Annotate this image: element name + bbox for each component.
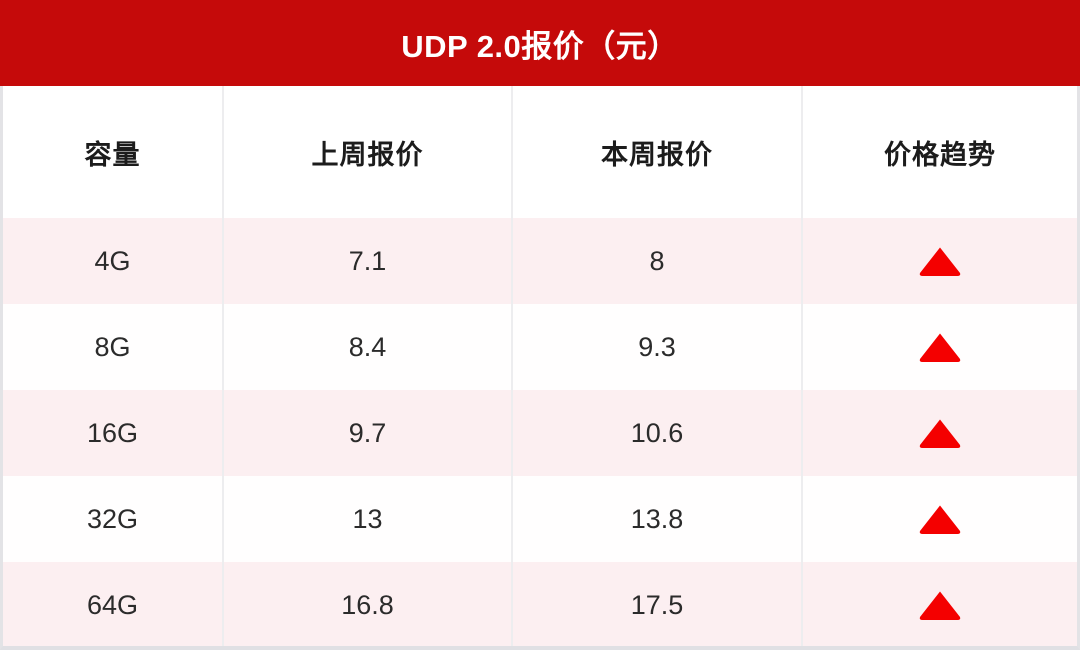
cell-this-week: 13.8 (512, 476, 803, 562)
capacity-value: 4G (94, 245, 131, 276)
cell-capacity: 32G (3, 476, 224, 562)
table-row: 64G 16.8 17.5 (3, 562, 1077, 646)
cell-capacity: 4G (3, 218, 224, 304)
table-container: 闪存市场 闪存市场 闪存市场 闪存市场 闪存市场 闪存市场 闪存市场 闪存市场 … (0, 86, 1080, 650)
this-week-price: 13.8 (630, 503, 684, 534)
table-row: 4G 7.1 8 (3, 218, 1077, 304)
this-week-price: 8 (649, 245, 665, 276)
cell-last-week: 8.4 (223, 304, 513, 390)
trend-up-icon (918, 589, 962, 621)
capacity-value: 16G (86, 417, 139, 448)
column-header-capacity: 容量 (3, 86, 224, 218)
column-header-this-week: 本周报价 (512, 86, 803, 218)
title-banner: UDP 2.0报价（元） (0, 0, 1080, 86)
trend-up-icon (918, 331, 962, 363)
capacity-value: 32G (86, 503, 139, 534)
column-header-price-trend: 价格趋势 (802, 86, 1077, 218)
last-week-price: 16.8 (341, 589, 394, 620)
table-header-row: 容量 上周报价 本周报价 价格趋势 (3, 86, 1077, 218)
trend-up-icon (918, 245, 962, 277)
last-week-price: 8.4 (348, 331, 387, 362)
table-row: 16G 9.7 10.6 (3, 390, 1077, 476)
cell-trend (802, 476, 1077, 562)
table-body: 4G 7.1 8 8G 8.4 9.3 (3, 218, 1077, 646)
page-title: UDP 2.0报价（元） (401, 28, 679, 64)
trend-up-icon (918, 417, 962, 449)
cell-this-week: 10.6 (512, 390, 803, 476)
last-week-price: 9.7 (348, 417, 387, 448)
price-table: 容量 上周报价 本周报价 价格趋势 4G 7.1 8 (3, 86, 1077, 646)
this-week-price: 9.3 (638, 331, 676, 362)
cell-this-week: 17.5 (512, 562, 803, 646)
cell-last-week: 7.1 (223, 218, 513, 304)
table-row: 32G 13 13.8 (3, 476, 1077, 562)
column-header-last-week: 上周报价 (223, 86, 513, 218)
cell-capacity: 64G (3, 562, 224, 646)
cell-last-week: 16.8 (223, 562, 513, 646)
table-header: 容量 上周报价 本周报价 价格趋势 (3, 86, 1077, 218)
this-week-price: 10.6 (630, 417, 684, 448)
table-row: 8G 8.4 9.3 (3, 304, 1077, 390)
last-week-price: 13 (352, 503, 383, 534)
capacity-value: 8G (94, 331, 131, 362)
trend-up-icon (918, 503, 962, 535)
cell-trend (802, 562, 1077, 646)
cell-last-week: 9.7 (223, 390, 513, 476)
this-week-price: 17.5 (630, 589, 684, 620)
last-week-price: 7.1 (348, 245, 387, 276)
cell-last-week: 13 (223, 476, 513, 562)
cell-trend (802, 304, 1077, 390)
cell-capacity: 16G (3, 390, 224, 476)
cell-trend (802, 218, 1077, 304)
cell-trend (802, 390, 1077, 476)
capacity-value: 64G (86, 589, 139, 620)
cell-this-week: 9.3 (512, 304, 803, 390)
cell-capacity: 8G (3, 304, 224, 390)
cell-this-week: 8 (512, 218, 803, 304)
